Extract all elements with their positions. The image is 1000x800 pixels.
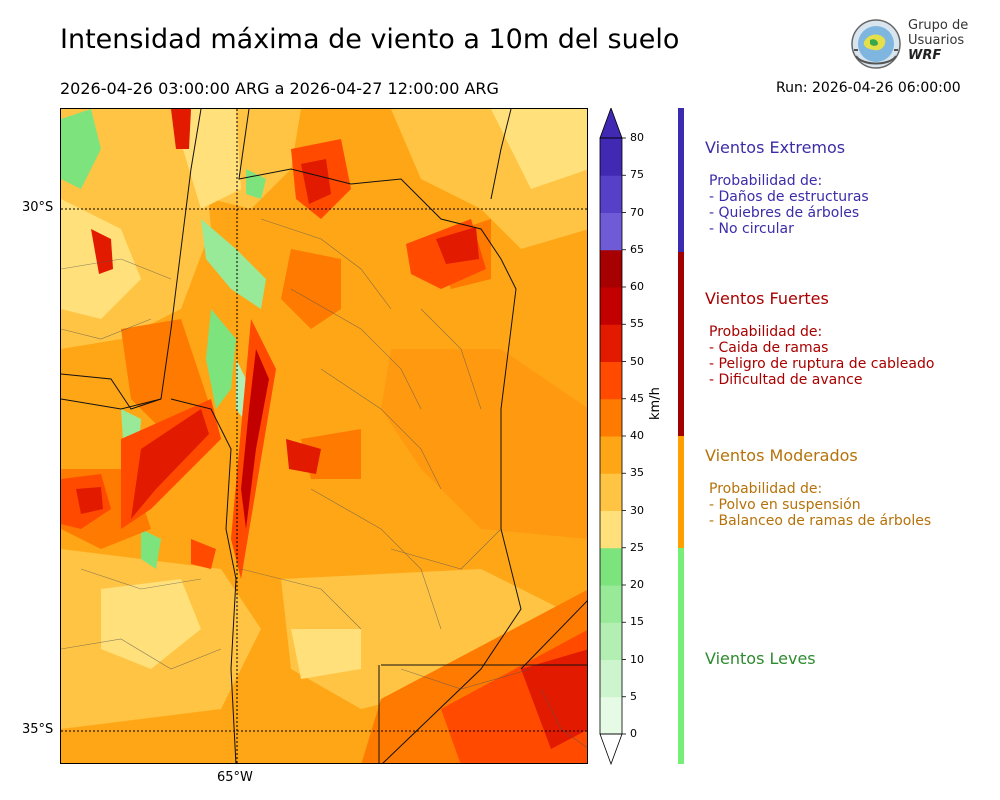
logo-line-2: Usuarios <box>908 33 965 48</box>
colorbar-segment <box>600 659 622 698</box>
wind-map <box>60 108 588 764</box>
colorbar-max-extension <box>599 106 623 139</box>
legend-bar-strong <box>678 252 684 436</box>
colorbar-tick-label: 15 <box>630 615 644 629</box>
legend-strong-line: - Dificultad de avance <box>709 372 863 388</box>
legend-light: Vientos Leves <box>705 649 816 684</box>
legend-strong-line: - Peligro de ruptura de cableado <box>709 356 935 372</box>
date-range: 2026-04-26 03:00:00 ARG a 2026-04-27 12:… <box>60 79 499 98</box>
colorbar-tick-label: 5 <box>630 689 637 703</box>
colorbar-segment <box>600 585 622 623</box>
colorbar-tick-label: 40 <box>630 429 644 442</box>
legend-moderate-line: - Polvo en suspensión <box>709 497 861 513</box>
legend-bar-moderate <box>678 436 684 548</box>
legend-moderate-title: Vientos Moderados <box>705 446 858 465</box>
logo-line-3: WRF <box>908 48 942 63</box>
colorbar-segment <box>600 398 622 437</box>
wind-field-plot <box>61 109 587 763</box>
colorbar-tick-label: 30 <box>630 503 644 517</box>
colorbar-tick-label: 55 <box>630 317 644 331</box>
colorbar-tick-label: 35 <box>630 466 644 480</box>
colorbar-tick-label: 60 <box>630 280 644 293</box>
colorbar-tick-label: 80 <box>630 131 644 144</box>
colorbar-segment <box>600 473 622 511</box>
legend-extreme: Vientos Extremos Probabilidad de: - Daño… <box>705 138 869 237</box>
colorbar: 0 5 10 15 20 25 30 35 40 45 50 55 60 65 70 75 80 <box>598 106 654 768</box>
legend-bar-extreme <box>678 108 684 252</box>
colorbar-segment <box>600 287 622 325</box>
lat-label-30s: 30°S <box>22 200 54 215</box>
colorbar-unit: km/h <box>648 387 663 420</box>
legend-moderate-line: - Balanceo de ramas de árboles <box>709 513 932 529</box>
colorbar-tick-label: 75 <box>630 168 644 182</box>
colorbar-tick-label: 50 <box>630 354 644 368</box>
grupo-usuarios-wrf-logo: Grupo de Usuarios WRF <box>848 16 978 72</box>
colorbar-tick-label: 45 <box>630 391 644 405</box>
lat-label-35s: 35°S <box>22 722 54 737</box>
legend-light-title: Vientos Leves <box>705 649 816 668</box>
colorbar-tick-label: 10 <box>630 652 644 666</box>
legend-extreme-line: Probabilidad de: <box>709 173 823 189</box>
legend-moderate-line: Probabilidad de: <box>709 481 823 497</box>
lon-label-65w: 65°W <box>217 770 253 785</box>
colorbar-tick-label: 20 <box>630 578 644 591</box>
colorbar-segment <box>600 547 622 586</box>
legend-strong-title: Vientos Fuertes <box>705 289 829 308</box>
colorbar-tick-label: 70 <box>630 205 644 219</box>
legend-strong: Vientos Fuertes Probabilidad de: - Caida… <box>705 289 934 388</box>
globe-icon <box>851 19 901 69</box>
legend-extreme-line: - Daños de estructuras <box>709 189 869 205</box>
colorbar-segment <box>600 212 622 251</box>
map-title: Intensidad máxima de viento a 10m del su… <box>60 24 680 55</box>
colorbar-segment <box>600 622 622 660</box>
colorbar-tick-label: 65 <box>630 242 644 256</box>
legend-strong-line: Probabilidad de: <box>709 324 823 340</box>
logo-line-1: Grupo de <box>908 18 969 33</box>
legend-extreme-title: Vientos Extremos <box>705 138 846 157</box>
colorbar-segment <box>600 436 622 474</box>
legend-strong-line: - Caida de ramas <box>709 340 829 356</box>
colorbar-segment <box>600 324 622 362</box>
colorbar-tick-label: 0 <box>630 727 637 740</box>
legend-extreme-line: - No circular <box>709 221 794 237</box>
colorbar-tick-label: 25 <box>630 540 644 554</box>
legend-bar-light <box>678 548 684 764</box>
colorbar-segment <box>600 249 622 288</box>
colorbar-scale <box>599 106 626 766</box>
legend-moderate: Vientos Moderados Probabilidad de: - Pol… <box>705 446 931 529</box>
colorbar-segment <box>600 696 622 735</box>
colorbar-segment <box>600 138 622 176</box>
colorbar-segment <box>600 175 622 213</box>
legend-extreme-line: - Quiebres de árboles <box>709 205 860 221</box>
run-timestamp: Run: 2026-04-26 06:00:00 <box>776 80 961 96</box>
colorbar-segment <box>600 361 622 400</box>
colorbar-segment <box>600 510 622 549</box>
colorbar-min-extension <box>599 733 623 766</box>
